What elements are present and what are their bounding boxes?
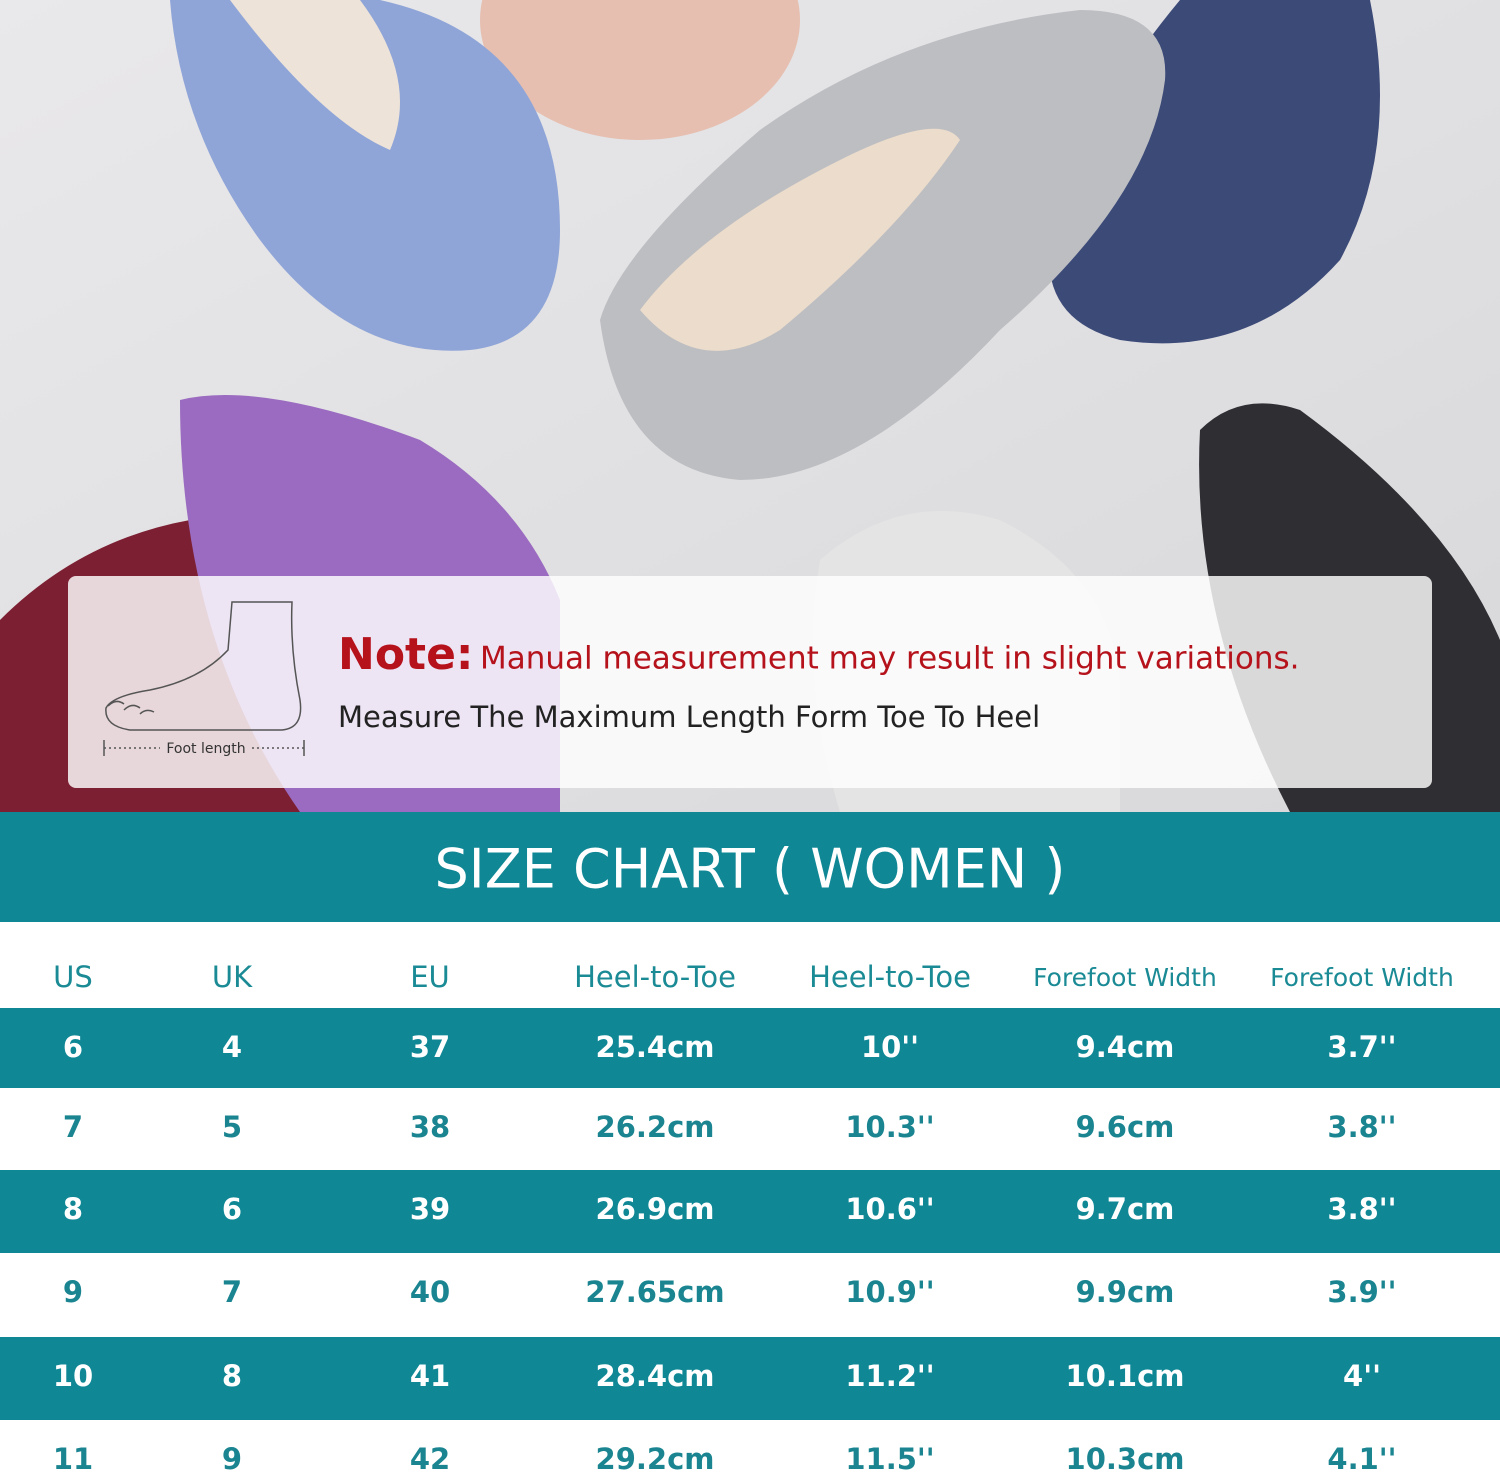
table-cell: 10.6'' — [845, 1192, 934, 1226]
table-cell: 27.65cm — [585, 1275, 724, 1309]
column-header: Forefoot Width — [1033, 963, 1217, 992]
table-cell: 10.9'' — [845, 1275, 934, 1309]
note-box — [68, 576, 1432, 788]
table-cell: 9 — [222, 1442, 242, 1476]
table-cell: 9.9cm — [1076, 1275, 1175, 1309]
table-title: SIZE CHART ( WOMEN ) — [435, 838, 1066, 901]
table-cell: 11 — [53, 1442, 93, 1476]
table-cell: 3.8'' — [1327, 1110, 1396, 1144]
table-cell: 6 — [222, 1192, 242, 1226]
table-cell: 10.1cm — [1066, 1359, 1185, 1393]
column-header: UK — [212, 960, 253, 994]
table-cell: 38 — [410, 1110, 450, 1144]
table-cell: 7 — [222, 1275, 242, 1309]
table-cell: 4'' — [1343, 1359, 1381, 1393]
note-instruction: Measure The Maximum Length Form Toe To H… — [338, 700, 1040, 734]
column-header: Heel-to-Toe — [574, 960, 736, 994]
table-cell: 37 — [410, 1030, 450, 1064]
diagram-label: Foot length — [166, 741, 245, 757]
table-cell: 7 — [63, 1110, 83, 1144]
table-cell: 9.4cm — [1076, 1030, 1175, 1064]
table-cell: 29.2cm — [596, 1442, 715, 1476]
table-cell: 5 — [222, 1110, 242, 1144]
table-cell: 9.7cm — [1076, 1192, 1175, 1226]
table-cell: 8 — [63, 1192, 83, 1226]
column-header: US — [53, 960, 93, 994]
table-cell: 28.4cm — [596, 1359, 715, 1393]
column-header: Heel-to-Toe — [809, 960, 971, 994]
table-cell: 6 — [63, 1030, 83, 1064]
table-cell: 41 — [410, 1359, 450, 1393]
table-cell: 3.9'' — [1327, 1275, 1396, 1309]
table-cell: 11.5'' — [845, 1442, 934, 1476]
table-cell: 10'' — [861, 1030, 919, 1064]
table-cell: 8 — [222, 1359, 242, 1393]
table-cell: 26.9cm — [596, 1192, 715, 1226]
table-cell: 9.6cm — [1076, 1110, 1175, 1144]
row-band — [0, 1008, 1500, 1088]
row-band — [0, 1170, 1500, 1253]
table-cell: 10 — [53, 1359, 93, 1393]
table-cell: 9 — [63, 1275, 83, 1309]
table-cell: 3.8'' — [1327, 1192, 1396, 1226]
table-cell: 25.4cm — [596, 1030, 715, 1064]
table-cell: 4 — [222, 1030, 242, 1064]
column-header: EU — [410, 960, 450, 994]
table-cell: 11.2'' — [845, 1359, 934, 1393]
table-cell: 39 — [410, 1192, 450, 1226]
note-text: Manual measurement may result in slight … — [480, 641, 1300, 677]
table-cell: 26.2cm — [596, 1110, 715, 1144]
size-table: US UK EU Heel-to-Toe Heel-to-Toe Forefoot Wid… — [0, 960, 1500, 1476]
table-cell: 10.3'' — [845, 1110, 934, 1144]
title-band — [0, 812, 1500, 922]
column-header: Forefoot Width — [1270, 963, 1454, 992]
table-cell: 42 — [410, 1442, 450, 1476]
foot-diagram — [103, 601, 305, 756]
table-cell: 10.3cm — [1066, 1442, 1185, 1476]
table-cell: 40 — [410, 1275, 450, 1309]
table-cell: 4.1'' — [1327, 1442, 1396, 1476]
note-label: Note: — [338, 629, 474, 680]
row-band — [0, 1337, 1500, 1420]
table-cell: 3.7'' — [1327, 1030, 1396, 1064]
